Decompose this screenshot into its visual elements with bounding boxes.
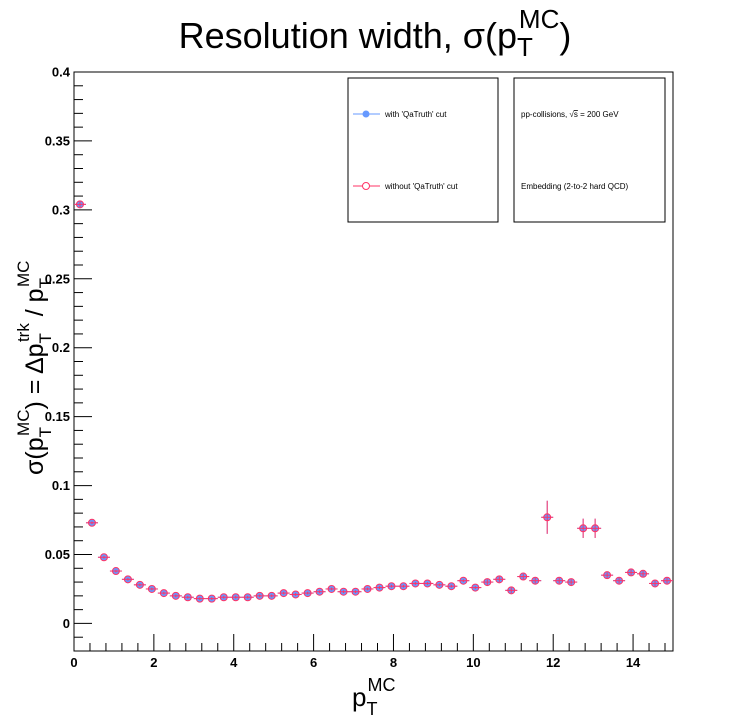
data-point-without-cut <box>123 575 132 584</box>
y-tick-label: 0.15 <box>45 409 70 424</box>
data-point-without-cut <box>471 583 480 592</box>
y-tick-label: 0.35 <box>45 133 70 148</box>
data-point-without-cut <box>579 524 588 533</box>
x-tick-label: 8 <box>390 655 397 670</box>
data-point-without-cut <box>387 582 396 591</box>
x-tick-label: 14 <box>626 655 641 670</box>
data-point-without-cut <box>351 587 360 596</box>
data-point-without-cut <box>543 513 552 522</box>
y-tick-label: 0.4 <box>52 65 71 80</box>
data-point-without-cut <box>363 584 372 593</box>
data-point-without-cut <box>147 584 156 593</box>
data-point-without-cut <box>591 524 600 533</box>
data-point-without-cut <box>279 589 288 598</box>
data-point-without-cut <box>459 576 468 585</box>
data-point-without-cut <box>483 578 492 587</box>
data-point-without-cut <box>567 578 576 587</box>
y-tick-label: 0.1 <box>52 478 70 493</box>
data-point-without-cut <box>435 580 444 589</box>
data-point-without-cut <box>303 589 312 598</box>
data-point-without-cut <box>375 583 384 592</box>
data-point-without-cut <box>519 572 528 581</box>
chart-title: Resolution width, σ(pTMC) <box>179 4 572 62</box>
data-point-without-cut <box>639 569 648 578</box>
data-point-without-cut <box>507 586 516 595</box>
legend-label-with-cut: with 'QaTruth' cut <box>384 110 447 119</box>
data-point-without-cut <box>291 590 300 599</box>
data-point-without-cut <box>195 594 204 603</box>
data-point-without-cut <box>231 593 240 602</box>
data-point-without-cut <box>627 568 636 577</box>
data-point-without-cut <box>663 576 672 585</box>
data-point-without-cut <box>207 594 216 603</box>
legend-entry-with-cut: with 'QaTruth' cut <box>353 110 447 119</box>
data-point-without-cut <box>495 575 504 584</box>
info-box: pp-collisions, √s = 200 GeV Embedding (2… <box>513 77 666 223</box>
data-point-without-cut <box>267 591 276 600</box>
y-axis-label: σ(pTMC) = ΔpTtrk / pTMC <box>14 261 55 475</box>
data-point-without-cut <box>423 579 432 588</box>
data-point-without-cut <box>411 579 420 588</box>
legend-label-without-cut: without 'QaTruth' cut <box>384 182 458 191</box>
data-point-without-cut <box>399 582 408 591</box>
x-tick-label: 10 <box>466 655 480 670</box>
y-tick-label: 0.05 <box>45 547 70 562</box>
y-tick-label: 0.3 <box>52 202 70 217</box>
data-point-without-cut <box>531 576 540 585</box>
info-box-frame <box>513 77 666 223</box>
data-point-without-cut <box>87 518 96 527</box>
y-tick-label: 0 <box>63 616 70 631</box>
legend-entry-without-cut: without 'QaTruth' cut <box>353 182 458 191</box>
info-embedding-label: Embedding (2-to-2 hard QCD) <box>521 182 628 191</box>
data-point-without-cut <box>243 593 252 602</box>
sqrt-symbol: √ <box>569 110 574 119</box>
axis-ticks: 0 2 4 6 8 10 12 14 0 0.05 0.1 0.15 0.2 0.25 0.3 0.35 0.4 <box>45 65 666 670</box>
x-axis-label: pTMC <box>352 675 395 719</box>
data-point-without-cut <box>159 589 168 598</box>
data-point-without-cut <box>171 591 180 600</box>
y-tick-label: 0.25 <box>45 271 70 286</box>
data-point-without-cut <box>615 576 624 585</box>
legend-box <box>347 77 499 223</box>
x-tick-label: 12 <box>546 655 560 670</box>
data-point-without-cut <box>111 567 120 576</box>
data-point-without-cut <box>219 593 228 602</box>
data-point-without-cut <box>651 579 660 588</box>
x-tick-label: 2 <box>150 655 157 670</box>
info-collision-label: pp-collisions, √s = 200 GeV <box>521 110 619 119</box>
data-point-without-cut <box>327 584 336 593</box>
x-tick-label: 0 <box>70 655 77 670</box>
data-point-without-cut <box>75 200 84 209</box>
x-tick-label: 4 <box>230 655 238 670</box>
data-point-without-cut <box>447 582 456 591</box>
x-tick-label: 6 <box>310 655 317 670</box>
data-point-without-cut <box>183 593 192 602</box>
legend: with 'QaTruth' cut without 'QaTruth' cut <box>347 77 499 223</box>
y-tick-label: 0.2 <box>52 340 70 355</box>
data-point-without-cut <box>603 571 612 580</box>
data-point-without-cut <box>555 576 564 585</box>
data-point-without-cut <box>255 591 264 600</box>
data-point-without-cut <box>135 580 144 589</box>
data-point-without-cut <box>99 553 108 562</box>
legend-marker-with-cut <box>362 110 370 118</box>
data-point-without-cut <box>339 587 348 596</box>
data-points <box>74 200 673 603</box>
legend-marker-without-cut <box>362 182 370 190</box>
data-point-without-cut <box>315 587 324 596</box>
